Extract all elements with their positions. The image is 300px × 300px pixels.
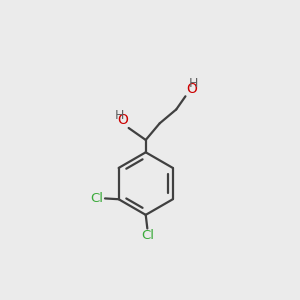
Text: O: O [117, 113, 128, 127]
Text: Cl: Cl [141, 229, 154, 242]
Text: Cl: Cl [91, 192, 104, 205]
Text: H: H [115, 109, 124, 122]
Text: O: O [186, 82, 197, 96]
Text: H: H [188, 77, 198, 90]
